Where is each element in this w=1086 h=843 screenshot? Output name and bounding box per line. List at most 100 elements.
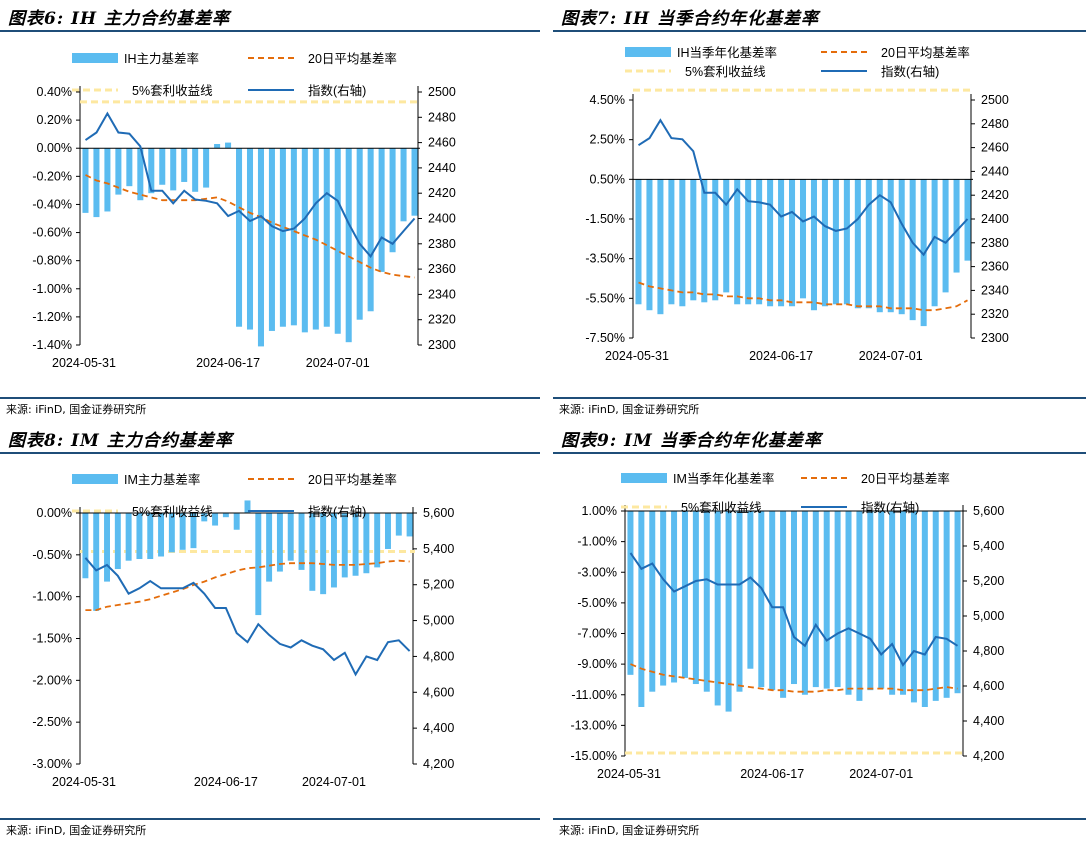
- legend-label: IM当季年化基差率: [673, 471, 774, 486]
- bar: [789, 179, 796, 307]
- bar: [170, 148, 177, 191]
- right-tick-label: 2340: [428, 287, 456, 301]
- bar: [406, 513, 413, 537]
- legend-item-bar: IH主力基差率: [72, 51, 199, 66]
- bar: [909, 179, 916, 321]
- legend-item-arb: 5%套利收益线: [621, 500, 762, 515]
- bar: [780, 511, 787, 698]
- bar: [214, 144, 221, 149]
- bar: [714, 511, 721, 706]
- source-note: 来源: iFinD, 国金证券研究所: [559, 403, 700, 416]
- legend-item-ma: 20日平均基差率: [801, 471, 950, 486]
- bar: [82, 513, 89, 579]
- legend-swatch-bar: [621, 473, 667, 483]
- bar: [411, 148, 418, 216]
- bar: [190, 513, 197, 549]
- x-tick-label: 2024-07-01: [859, 349, 923, 363]
- right-tick-label: 4,400: [423, 721, 454, 735]
- bar: [932, 511, 939, 701]
- x-tick-label: 2024-07-01: [849, 767, 913, 781]
- left-tick-label: -9.00%: [577, 657, 617, 671]
- bar: [821, 179, 828, 307]
- bar: [834, 511, 841, 688]
- right-tick-label: 2440: [981, 164, 1009, 178]
- bar: [287, 513, 294, 561]
- bar: [646, 179, 653, 311]
- bar: [657, 179, 664, 315]
- bars: [627, 511, 961, 712]
- bar: [378, 148, 385, 272]
- right-tick-label: 2440: [428, 161, 456, 175]
- bar: [137, 148, 144, 201]
- left-tick-label: -11.00%: [571, 688, 617, 702]
- bar: [334, 148, 341, 334]
- right-axis: 4,200 4,400 4,600 4,800 5,000 5,200 5,400 5,600: [962, 504, 1004, 763]
- bar: [233, 513, 240, 530]
- left-tick-label: 0.00%: [37, 506, 72, 520]
- left-tick-label: -5.50%: [585, 291, 625, 305]
- bar: [114, 513, 121, 570]
- right-tick-label: 2500: [428, 85, 456, 99]
- chart-panel-9: 图表9: IM 当季合约年化基差率 1.00% -1.00% -3.00% -5.00…: [553, 422, 1086, 843]
- bar: [887, 179, 894, 313]
- bar: [225, 142, 232, 149]
- bar: [367, 148, 374, 312]
- bar: [104, 513, 110, 582]
- legend-label: 指数(右轴): [308, 83, 366, 98]
- legend-label: IM主力基差率: [124, 472, 200, 487]
- bar: [660, 511, 667, 686]
- right-axis: 2300 2320 2340 2360 2380 2400 2420 2440 2460 2480…: [417, 85, 456, 352]
- bar: [701, 179, 708, 303]
- legend-label: 20日平均基差率: [881, 45, 970, 60]
- bar: [898, 179, 905, 315]
- bar: [82, 148, 89, 213]
- x-tick-label: 2024-06-17: [194, 775, 258, 789]
- x-tick-label: 2024-06-17: [196, 356, 260, 370]
- bar: [255, 513, 262, 616]
- chart-title: 图表8: IM 主力合约基差率: [8, 431, 233, 451]
- right-tick-label: 5,000: [973, 609, 1004, 623]
- bar: [168, 513, 175, 553]
- chart-title: 图表6: IH 主力合约基差率: [8, 9, 230, 29]
- bar: [158, 513, 165, 557]
- right-tick-label: 4,200: [973, 749, 1004, 763]
- right-tick-label: 2300: [981, 331, 1009, 345]
- left-tick-label: -15.00%: [570, 749, 617, 763]
- legend-label: 5%套利收益线: [132, 83, 213, 98]
- legend: IM主力基差率 20日平均基差率 5%套利收益线 指数(右轴): [72, 472, 397, 519]
- ma-line: [85, 174, 415, 279]
- right-tick-label: 2360: [981, 260, 1009, 274]
- right-tick-label: 4,800: [973, 644, 1004, 658]
- bar: [681, 511, 688, 678]
- legend: IM当季年化基差率 20日平均基差率 5%套利收益线 指数(右轴): [621, 471, 950, 515]
- left-tick-label: -1.40%: [32, 338, 72, 352]
- left-tick-label: -2.00%: [32, 673, 72, 687]
- source-note: 来源: iFinD, 国金证券研究所: [6, 824, 147, 837]
- bar: [374, 513, 381, 568]
- index-line: [84, 557, 411, 677]
- legend-item-ma: 20日平均基差率: [248, 51, 397, 66]
- source-rule: [553, 818, 1086, 820]
- right-tick-label: 5,600: [973, 504, 1004, 518]
- legend-label: IH主力基差率: [124, 51, 199, 66]
- title-rule: [0, 30, 540, 32]
- bar: [201, 513, 208, 522]
- bar: [330, 513, 337, 588]
- right-axis: 4,200 4,400 4,600 4,800 5,000 5,200 5,400 5,600: [412, 506, 454, 771]
- bar: [649, 511, 656, 692]
- legend-label: 20日平均基差率: [308, 472, 397, 487]
- bar: [257, 148, 264, 347]
- bar: [920, 179, 927, 327]
- right-tick-label: 2460: [428, 136, 456, 150]
- legend: IH当季年化基差率 20日平均基差率 5%套利收益线 指数(右轴): [625, 45, 970, 79]
- legend-item-ma: 20日平均基差率: [248, 472, 397, 487]
- bar: [125, 513, 132, 561]
- legend-swatch-bar: [72, 53, 118, 63]
- source-rule: [553, 397, 1086, 399]
- bar: [627, 511, 634, 675]
- left-tick-label: -0.80%: [32, 254, 72, 268]
- right-tick-label: 5,200: [973, 574, 1004, 588]
- left-tick-label: -13.00%: [570, 718, 617, 732]
- legend-item-bar: IH当季年化基差率: [625, 45, 777, 60]
- bar: [356, 148, 363, 320]
